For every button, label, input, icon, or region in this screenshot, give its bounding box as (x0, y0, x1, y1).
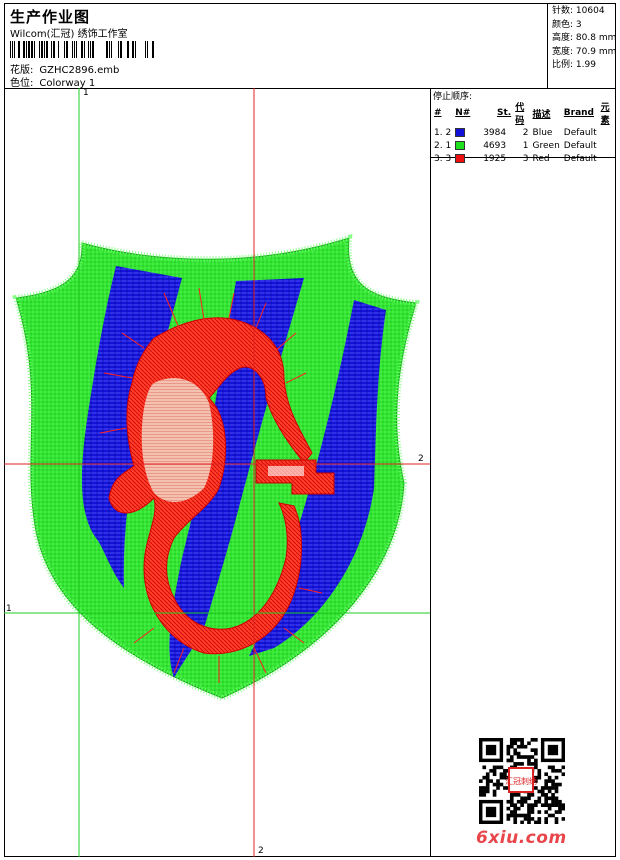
page-title: 生产作业图 (10, 8, 91, 26)
design-stats: 针数: 10604 颜色: 3 高度: 80.8 mm 宽度: 70.9 mm … (547, 3, 616, 88)
row-code: 3 (522, 153, 529, 164)
design-preview: 1 2 1 2 (4, 88, 431, 857)
watermark-logo: 6xiu.com (476, 828, 567, 848)
worksheet-header: 生产作业图 Wilcom(汇冠) 绣饰工作室 花版: GZHC2896.emb 色… (4, 3, 616, 89)
embroidery-preview-image (4, 88, 430, 857)
col-description: 描述 (532, 109, 551, 120)
seahorse-spikes (99, 287, 323, 683)
row-code: 1 (522, 140, 529, 151)
row-description: Red (532, 153, 550, 164)
stat-stitches: 针数: 10604 (552, 6, 605, 16)
guide-label-bottom: 2 (258, 846, 264, 856)
row-order: 2. 1 (434, 140, 452, 151)
design-file-line: 花版: GZHC2896.emb (10, 61, 119, 76)
guide-label-top: 1 (83, 88, 89, 98)
row-brand: Default (563, 140, 597, 151)
qr-code-icon: 汇冠刺绣 (479, 738, 565, 824)
barcode-icon (10, 41, 154, 58)
row-code: 2 (522, 127, 529, 138)
design-file-value: GZHC2896.emb (39, 65, 120, 76)
stat-width: 宽度: 70.9 mm (552, 46, 617, 57)
col-stitches: St. (496, 108, 512, 118)
row-stitches: 3984 (483, 127, 507, 138)
color-swatch-blue (455, 127, 466, 137)
row-stitches: 1925 (483, 153, 507, 164)
row-brand: Default (563, 127, 597, 138)
col-brand: Brand (563, 108, 595, 118)
table-header-row: # N# St. 代码 描述 Brand 元素 (432, 100, 616, 126)
stop-sequence-panel: 停止顺序: # N# St. 代码 描述 Brand 元素 1. 2 3984 … (431, 88, 616, 164)
guide-label-right: 2 (418, 454, 424, 464)
col-order: # (434, 108, 442, 118)
software-name: Wilcom(汇冠) 绣饰工作室 (10, 29, 128, 40)
design-file-label: 花版: (10, 65, 34, 76)
table-row: 3. 3 1925 3 Red Default (432, 152, 616, 165)
guide-label-left: 1 (6, 604, 12, 614)
col-element: 元素 (600, 103, 610, 126)
colorway-value: Colorway 1 (39, 78, 96, 89)
page-frame (4, 3, 616, 857)
color-swatch-green (455, 140, 466, 150)
row-stitches: 4693 (483, 140, 507, 151)
stat-colors: 颜色: 3 (552, 19, 582, 30)
colorway-line: 色位: Colorway 1 (10, 74, 95, 89)
col-code: 代码 (515, 103, 525, 126)
stat-scale: 比例: 1.99 (552, 60, 596, 70)
stop-sequence-title: 停止顺序: (433, 92, 473, 102)
row-order: 1. 2 (434, 127, 452, 138)
stop-sequence-table: # N# St. 代码 描述 Brand 元素 1. 2 3984 2 Blue… (432, 100, 616, 165)
qr-stamp-text: 汇冠刺绣 (505, 776, 537, 786)
row-order: 3. 3 (434, 153, 452, 164)
seahorse-belly (141, 378, 214, 503)
row-description: Green (532, 140, 560, 151)
col-needle: N# (455, 108, 471, 118)
table-row: 2. 1 4693 1 Green Default (432, 139, 616, 152)
colorway-label: 色位: (10, 78, 34, 89)
color-swatch-red (455, 153, 466, 163)
row-brand: Default (563, 153, 597, 164)
row-description: Blue (532, 127, 553, 138)
table-row: 1. 2 3984 2 Blue Default (432, 126, 616, 139)
stat-height: 高度: 80.8 mm (552, 33, 617, 43)
